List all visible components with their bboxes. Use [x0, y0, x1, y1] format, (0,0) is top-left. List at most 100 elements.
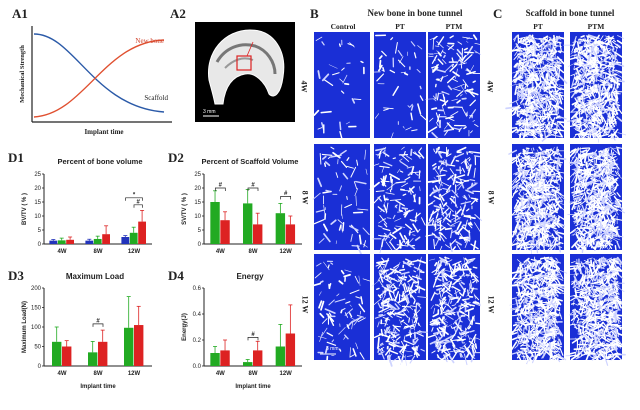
y-tick-label: 0.2	[193, 338, 202, 344]
panel-b-title: New bone in bone tunnel	[367, 8, 463, 18]
bar	[220, 350, 230, 366]
a1-schematic: New bone Scaffold Mechanical Strength Im…	[19, 26, 172, 136]
significance-bracket	[247, 337, 259, 341]
bar	[129, 232, 138, 244]
a2-microct-image: 3 mm	[195, 22, 295, 122]
x-tick-label: 4W	[216, 249, 225, 255]
panel-label-a2: A2	[170, 6, 186, 21]
c-row-12w: 12 W	[486, 295, 496, 314]
b-col-pt: PT	[395, 22, 405, 31]
panel-c-image-grid	[505, 32, 627, 366]
bar	[275, 213, 286, 244]
y-tick-label: 15	[34, 200, 41, 206]
y-axis-label: BV/TV ( % )	[22, 193, 28, 225]
panel-label-b: B	[310, 6, 319, 21]
x-tick-label: 4W	[58, 249, 67, 255]
bar	[134, 325, 144, 366]
significance-mark: #	[137, 199, 141, 205]
b-col-control: Control	[330, 22, 356, 31]
y-tick-label: 20	[34, 186, 41, 192]
y-tick-label: 150	[31, 306, 42, 312]
significance-bracket	[125, 197, 143, 201]
x-tick-label: 4W	[58, 371, 67, 377]
caption-strip	[0, 398, 640, 410]
bar	[210, 353, 220, 366]
significance-bracket	[133, 204, 143, 208]
y-tick-label: 15	[194, 200, 201, 206]
bar	[285, 224, 296, 244]
b-tile-r3-c1	[311, 254, 373, 366]
bar	[88, 352, 98, 366]
y-tick-label: 200	[31, 286, 42, 292]
significance-mark: *	[133, 192, 136, 198]
x-tick-label: 8W	[249, 371, 258, 377]
significance-mark: #	[251, 332, 255, 338]
bar	[210, 202, 220, 244]
c-tile-r2-c2	[566, 144, 626, 254]
y-tick-label: 10	[194, 214, 201, 220]
b-col-ptm: PTM	[445, 22, 463, 31]
b-tile-r2-c2	[369, 144, 426, 254]
bar	[253, 350, 263, 366]
panel-label-d1: D1	[8, 150, 24, 165]
significance-bracket	[280, 196, 292, 200]
bar	[85, 240, 94, 244]
c-tile-r2-c1	[506, 144, 570, 256]
panel-label-c: C	[493, 6, 503, 21]
a1-y-label: Mechanical Strength	[19, 45, 26, 103]
d4-chart: 0.0 0.2 0.4 0.6 Energy(J) 4W 8W 12W # Implant tim…	[182, 286, 302, 390]
y-tick-label: 0.4	[193, 312, 202, 318]
y-tick-label: 25	[194, 172, 201, 178]
bar	[138, 221, 146, 244]
c-col-pt: PT	[533, 22, 543, 31]
bar	[57, 240, 66, 244]
c-tile-r1-c2	[563, 32, 627, 145]
bar	[124, 327, 134, 366]
c-tile-r3-c2	[565, 254, 627, 366]
b-scale-label: 3 mm	[326, 346, 339, 352]
bar	[220, 220, 230, 244]
panel-label-d3: D3	[8, 268, 24, 283]
d2-chart: 0 5 10 15 20 25 SV/TV ( % ) 4W 8W 12W # # #	[182, 172, 302, 255]
significance-mark: #	[96, 318, 100, 324]
y-tick-label: 5	[198, 228, 202, 234]
bar	[52, 341, 62, 366]
y-axis-label: Maximum Load(N)	[22, 301, 28, 353]
bar	[93, 238, 102, 244]
b-tile-r1-c3	[425, 32, 485, 140]
x-axis-label: Implant time	[235, 384, 271, 390]
d3-chart: 0 50 100 150 200 Maximum Load(N) 4W 8W 12W # Impla…	[22, 286, 152, 390]
panel-b-image-grid	[311, 32, 488, 367]
significance-bracket	[247, 187, 259, 191]
significance-bracket	[214, 187, 226, 191]
d2-title: Percent of Scaffold Volume	[201, 157, 299, 166]
y-tick-label: 50	[34, 345, 41, 351]
x-tick-label: 12W	[279, 371, 292, 377]
bar	[285, 333, 296, 366]
y-tick-label: 0.0	[193, 364, 202, 370]
y-tick-label: 0	[38, 364, 42, 370]
b-tile-r3-c2	[371, 254, 430, 367]
x-tick-label: 12W	[128, 371, 141, 377]
y-tick-label: 10	[34, 214, 41, 220]
c-tile-r1-c1	[505, 32, 568, 142]
b-tile-r1-c2	[373, 32, 429, 142]
b-tile-r2-c1	[312, 144, 370, 256]
significance-bracket	[92, 323, 104, 327]
c-row-8w: 8 W	[486, 190, 496, 205]
d1-chart: 0 5 10 15 20 25 BV/TV ( % ) 4W 8W 12W #*	[22, 172, 152, 255]
c-tile-r3-c1	[508, 254, 568, 365]
y-tick-label: 25	[34, 172, 41, 178]
b-row-4w: 4W	[299, 80, 309, 93]
x-tick-label: 12W	[128, 249, 141, 255]
significance-mark: #	[219, 183, 223, 189]
b-tile-r1-c1	[313, 32, 370, 143]
y-tick-label: 0.6	[193, 286, 202, 292]
b-tile-r2-c3	[425, 144, 483, 253]
significance-mark: #	[284, 191, 288, 197]
y-tick-label: 100	[31, 325, 42, 331]
panel-c-title: Scaffold in bone tunnel	[525, 8, 615, 18]
x-tick-label: 8W	[249, 249, 258, 255]
x-tick-label: 8W	[94, 249, 103, 255]
bar	[49, 240, 58, 244]
